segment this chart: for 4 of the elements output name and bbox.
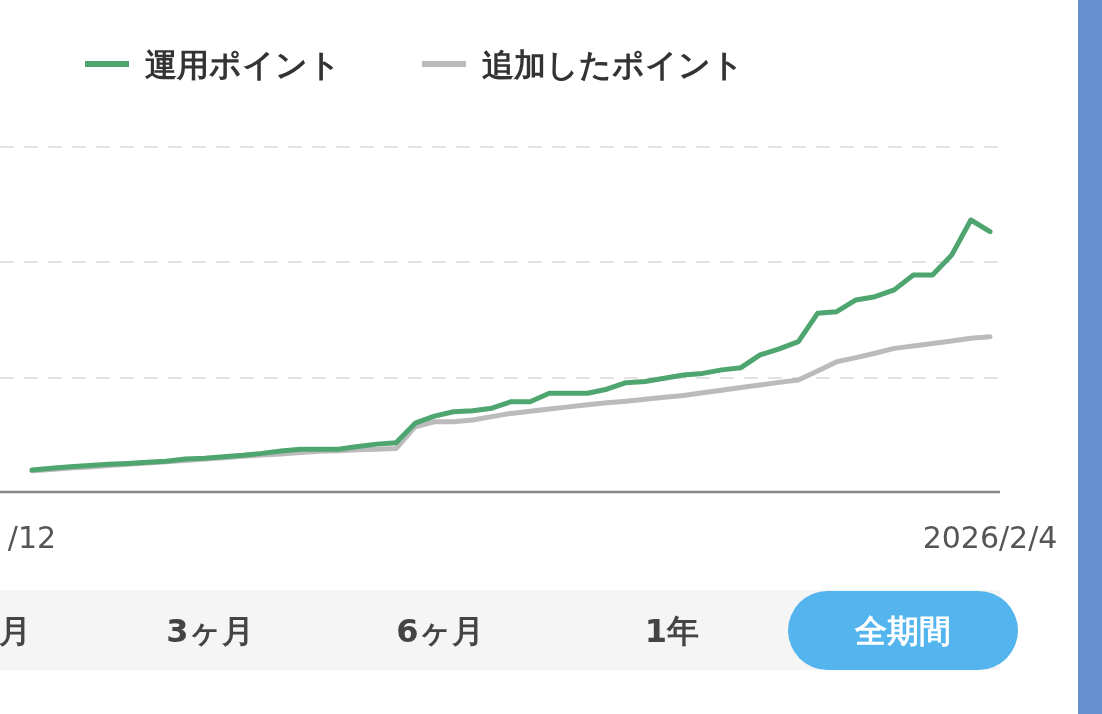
legend-label: 運用ポイント	[145, 46, 341, 84]
x-tick-label: 2026/2/4	[922, 520, 1058, 555]
legend-label: 追加したポイント	[482, 46, 744, 84]
x-tick-label: /12	[7, 520, 57, 555]
